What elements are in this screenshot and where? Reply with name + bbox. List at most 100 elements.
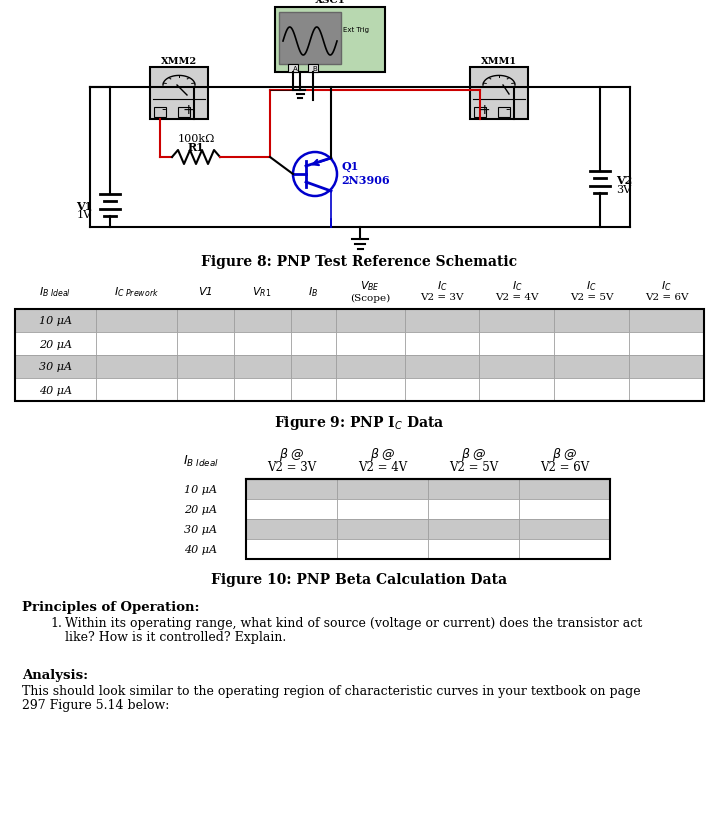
Bar	[336, 355, 405, 378]
Text: V1: V1	[198, 286, 212, 296]
Bar	[234, 378, 290, 402]
Bar	[336, 378, 405, 402]
Text: B: B	[313, 66, 317, 72]
Bar	[554, 378, 629, 402]
Text: V2: V2	[616, 174, 632, 185]
Text: 297 Figure 5.14 below:: 297 Figure 5.14 below:	[22, 698, 170, 711]
Text: $\beta$ @: $\beta$ @	[461, 446, 487, 463]
Text: XMM1: XMM1	[481, 57, 517, 66]
Bar	[275, 8, 385, 73]
Bar	[498, 108, 510, 118]
Bar	[428, 499, 519, 519]
Bar	[96, 378, 177, 402]
Bar	[150, 68, 208, 120]
Bar	[279, 13, 341, 65]
Text: XSC1: XSC1	[315, 0, 345, 5]
Bar	[405, 310, 480, 333]
Bar	[480, 378, 554, 402]
Text: $I_B$: $I_B$	[308, 285, 319, 299]
Text: like? How is it controlled? Explain.: like? How is it controlled? Explain.	[65, 630, 286, 643]
Text: $V_{BE}$: $V_{BE}$	[360, 279, 380, 292]
Bar	[177, 310, 234, 333]
Text: V2 = 6V: V2 = 6V	[645, 293, 688, 302]
Text: 40 μA: 40 μA	[39, 385, 72, 395]
Bar	[480, 310, 554, 333]
Bar	[246, 519, 337, 539]
Bar	[337, 479, 428, 499]
Bar	[15, 310, 96, 333]
Text: $I_C$: $I_C$	[436, 279, 447, 292]
Text: Figure 10: PNP Beta Calculation Data: Figure 10: PNP Beta Calculation Data	[211, 572, 508, 586]
Bar	[177, 333, 234, 355]
Text: 2N3906: 2N3906	[341, 176, 390, 186]
Text: Figure 8: PNP Test Reference Schematic: Figure 8: PNP Test Reference Schematic	[201, 255, 518, 268]
Text: 20 μA: 20 μA	[39, 339, 72, 349]
Bar	[470, 68, 528, 120]
Text: Within its operating range, what kind of source (voltage or current) does the tr: Within its operating range, what kind of…	[65, 616, 642, 629]
Bar	[519, 519, 610, 539]
Bar	[336, 333, 405, 355]
Text: V2 = 5V: V2 = 5V	[570, 293, 613, 302]
Bar	[629, 310, 704, 333]
Bar	[15, 378, 96, 402]
Text: V1: V1	[75, 200, 92, 211]
Text: R1: R1	[188, 142, 204, 153]
Text: Q1: Q1	[341, 161, 358, 172]
Text: V2 = 4V: V2 = 4V	[358, 461, 407, 474]
Bar	[629, 333, 704, 355]
Text: 1.: 1.	[50, 616, 62, 629]
Text: 3V: 3V	[616, 185, 631, 195]
Text: $\beta$ @: $\beta$ @	[551, 446, 577, 463]
Text: 100kΩ: 100kΩ	[178, 134, 215, 144]
Text: V2 = 4V: V2 = 4V	[495, 293, 539, 302]
Text: 10 μA: 10 μA	[184, 484, 217, 494]
Text: V2 = 3V: V2 = 3V	[421, 293, 464, 302]
Bar	[290, 333, 336, 355]
Text: $I_C$: $I_C$	[587, 279, 597, 292]
Text: $I_C$: $I_C$	[511, 279, 522, 292]
Text: $I_{C\ Prework}$: $I_{C\ Prework}$	[114, 285, 159, 299]
Bar	[519, 499, 610, 519]
Text: V2 = 6V: V2 = 6V	[540, 461, 589, 474]
Text: 30 μA: 30 μA	[39, 362, 72, 372]
Bar	[154, 108, 166, 118]
Text: $V_{R1}$: $V_{R1}$	[252, 285, 272, 299]
Bar	[246, 479, 337, 499]
Bar	[480, 355, 554, 378]
Bar	[629, 355, 704, 378]
Text: Figure 9: PNP I$_C$ Data: Figure 9: PNP I$_C$ Data	[274, 413, 445, 431]
Bar	[96, 355, 177, 378]
Bar	[405, 378, 480, 402]
Bar	[96, 310, 177, 333]
Bar	[178, 108, 190, 118]
Bar	[234, 355, 290, 378]
Bar	[554, 310, 629, 333]
Text: -: -	[505, 104, 510, 117]
Bar	[246, 479, 610, 560]
Bar	[15, 310, 704, 402]
Bar	[629, 378, 704, 402]
Text: V2 = 5V: V2 = 5V	[449, 461, 498, 474]
Bar	[177, 378, 234, 402]
Bar	[337, 539, 428, 560]
Bar	[428, 539, 519, 560]
Bar	[246, 539, 337, 560]
Bar	[290, 355, 336, 378]
Text: 20 μA: 20 μA	[184, 504, 217, 514]
Bar	[308, 65, 318, 73]
Text: $I_{B\ Ideal}$: $I_{B\ Ideal}$	[40, 285, 71, 299]
Bar	[554, 333, 629, 355]
Text: Analysis:: Analysis:	[22, 668, 88, 681]
Bar	[234, 310, 290, 333]
Bar	[519, 479, 610, 499]
Text: A: A	[293, 66, 298, 72]
Bar	[15, 355, 96, 378]
Text: Principles of Operation:: Principles of Operation:	[22, 600, 199, 614]
Text: (Scope): (Scope)	[350, 293, 390, 302]
Bar	[405, 355, 480, 378]
Text: +: +	[182, 103, 194, 117]
Text: 1V: 1V	[77, 209, 92, 219]
Bar	[554, 355, 629, 378]
Bar	[337, 499, 428, 519]
Text: $I_C$: $I_C$	[661, 279, 672, 292]
